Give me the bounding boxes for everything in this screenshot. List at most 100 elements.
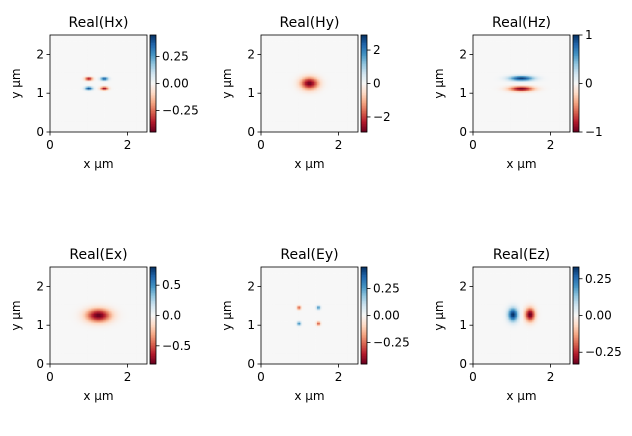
heatmap-cell (72, 38, 75, 40)
heatmap-cell (109, 85, 111, 87)
heatmap-cell (113, 41, 116, 43)
heatmap-cell (113, 51, 116, 54)
heatmap-cell (66, 100, 69, 103)
heatmap-cell (133, 57, 136, 60)
heatmap-cell (142, 38, 145, 40)
heatmap-cell (87, 75, 90, 78)
heatmap-cell (116, 36, 119, 39)
heatmap-cell (128, 69, 131, 72)
heatmap-cell (101, 39, 104, 42)
heatmap-cell (128, 74, 131, 77)
heatmap-cell (72, 100, 75, 103)
heatmap-cell (56, 56, 58, 59)
heatmap-cell (104, 78, 107, 81)
heatmap-cell (54, 91, 57, 93)
heatmap-cell (100, 54, 102, 57)
heatmap-cell (145, 101, 148, 104)
heatmap-cell (139, 74, 142, 77)
heatmap-cell (57, 35, 60, 37)
heatmap-cell (118, 85, 121, 87)
heatmap-cell (110, 72, 113, 75)
heatmap-cell (110, 44, 113, 46)
heatmap-cell (53, 62, 55, 65)
heatmap-cell (136, 103, 139, 106)
heatmap-cell (131, 66, 134, 69)
heatmap-cell (133, 85, 136, 87)
heatmap-cell (78, 44, 81, 46)
heatmap-cell (53, 85, 55, 87)
heatmap-cell (106, 35, 108, 37)
heatmap-cell (57, 86, 60, 89)
heatmap-cell (71, 86, 74, 89)
heatmap-cell (62, 59, 64, 62)
heatmap-cell (50, 91, 52, 93)
heatmap-cell (92, 62, 95, 65)
heatmap-cell (137, 83, 140, 86)
heatmap-cell (128, 56, 131, 59)
heatmap-cell (53, 81, 55, 84)
heatmap-cell (104, 71, 107, 74)
heatmap-cell (51, 74, 54, 77)
heatmap-cell (53, 101, 55, 104)
heatmap-cell (137, 56, 140, 59)
heatmap-cell (69, 66, 72, 69)
heatmap-cell (124, 62, 127, 65)
heatmap-cell (71, 45, 74, 48)
heatmap-cell (118, 80, 121, 83)
heatmap-cell (121, 88, 124, 90)
heatmap-cell (103, 83, 105, 86)
heatmap-cell (101, 56, 104, 59)
heatmap-cell (51, 103, 54, 106)
heatmap-cell (140, 59, 143, 62)
heatmap-cell (80, 81, 83, 84)
heatmap-cell (57, 106, 60, 109)
heatmap-cell (110, 51, 113, 54)
heatmap-cell (130, 85, 133, 87)
heatmap-cell (116, 104, 119, 107)
heatmap-cell (66, 91, 69, 93)
heatmap-cell (57, 78, 60, 81)
heatmap-cell (53, 97, 55, 100)
heatmap-cell (100, 91, 102, 93)
heatmap-cell (131, 100, 134, 103)
heatmap-cell (143, 45, 146, 48)
heatmap-cell (134, 98, 137, 101)
heatmap-cell (106, 65, 108, 68)
heatmap-cell (145, 38, 148, 40)
heatmap-cell (124, 92, 127, 95)
heatmap-cell (110, 81, 113, 84)
heatmap-cell (110, 85, 113, 87)
heatmap-cell (56, 92, 58, 95)
heatmap-cell (133, 62, 136, 65)
heatmap-cell (69, 69, 72, 72)
heatmap-cell (145, 36, 148, 39)
heatmap-cell (65, 44, 68, 46)
heatmap-cell (53, 51, 55, 54)
heatmap-cell (139, 59, 142, 62)
heatmap-cell (90, 66, 93, 69)
heatmap-cell (125, 101, 128, 104)
heatmap-cell (83, 42, 86, 45)
heatmap-cell (140, 53, 143, 56)
heatmap-cell (78, 83, 81, 86)
heatmap-cell (50, 56, 52, 59)
heatmap-cell (62, 63, 64, 66)
heatmap-cell (60, 106, 63, 109)
heatmap-cell (86, 62, 89, 65)
heatmap-cell (107, 97, 110, 100)
heatmap-cell (134, 45, 137, 48)
heatmap-cell (118, 38, 121, 40)
heatmap-cell (128, 97, 131, 100)
heatmap-cell (101, 36, 104, 39)
heatmap-cell (72, 54, 75, 57)
heatmap-cell (78, 103, 81, 106)
heatmap-cell (92, 78, 95, 81)
heatmap-cell (131, 98, 134, 101)
heatmap-cell (134, 47, 137, 49)
heatmap-cell (125, 85, 128, 87)
heatmap-cell (84, 75, 87, 78)
heatmap-cell (81, 45, 84, 48)
heatmap-cell (98, 41, 101, 43)
heatmap-cell (87, 42, 90, 45)
heatmap-cell (84, 71, 87, 74)
